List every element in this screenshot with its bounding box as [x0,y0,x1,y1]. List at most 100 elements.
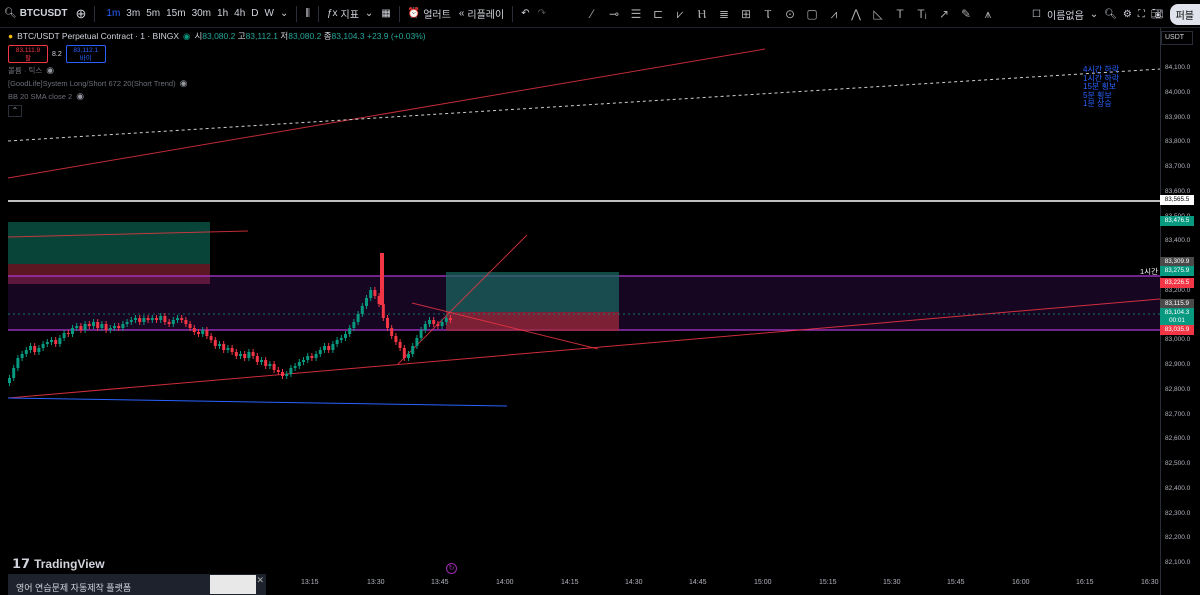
candle-body [66,333,70,334]
open-value: 83,080.2 [202,31,236,41]
price-label: 82,300.0 [1165,509,1191,517]
buy-button[interactable]: 83,112.1 바이 [65,45,106,63]
candle-body [310,356,314,358]
timeframe-1m[interactable]: 1m [106,8,121,19]
fullscreen-icon[interactable]: ⛶ [1137,8,1145,20]
fib-icon[interactable]: Ⲏ [697,6,707,21]
candle-body [29,346,32,350]
timeframe-D[interactable]: D [251,8,259,19]
path-icon[interactable]: ⩘ [830,6,838,21]
chevron-down-icon[interactable]: ⌄ [279,8,289,19]
layout-checkbox-icon[interactable]: ☐ [1032,8,1042,20]
annotation-note[interactable]: 4시간 하락 1시간 하락 15분 횡보 5분 횡보 1분 상승 [1083,65,1119,109]
candle-body [104,324,108,330]
trendline-icon[interactable]: ⁄ [590,7,593,21]
eye-icon[interactable]: ◉ [76,91,85,101]
trendline-upper[interactable] [7,48,766,179]
text-format-icon[interactable]: Tᵢ [917,7,927,21]
candle-body [285,374,289,376]
time-label: 15:45 [947,579,965,586]
undo-button[interactable]: ↶ [521,8,530,19]
timeframe-4h[interactable]: 4h [234,8,246,19]
currency-selector[interactable]: USDT [1161,31,1193,45]
candle-body [314,354,318,358]
rectangle-icon[interactable]: ▢ [806,7,818,21]
trendline-blue[interactable] [7,397,508,407]
circle-icon[interactable]: ⊙ [784,7,796,21]
price-label: 83,800.0 [1165,138,1191,146]
ad-banner[interactable]: 영어 연습문제 자동제작 플랫폼 ✕ [8,574,266,595]
eye-icon[interactable]: ◉ [46,65,55,75]
ray-down[interactable] [411,302,599,350]
candle-body [54,340,58,344]
alert-button[interactable]: ⏰ 얼러트 [404,0,455,28]
pitchfork-icon[interactable]: ⩗ [676,6,684,21]
timeframe-1h[interactable]: 1h [217,8,229,19]
elliott-wave-icon[interactable]: ⩚ [984,6,992,21]
templates-button[interactable]: ▦ [381,8,391,19]
candle-body [260,360,263,362]
layout-name[interactable]: 이름없음 [1047,10,1084,22]
trendline-lower[interactable] [7,298,1160,399]
text-icon[interactable]: T [896,7,904,21]
ray-up[interactable] [397,234,528,365]
indicator-row[interactable]: 볼륨 · 틱스 ◉ [8,65,426,76]
triangle-icon[interactable]: ◺ [873,7,883,21]
camera-icon[interactable]: 📷︎ [1150,8,1164,20]
search-icon[interactable]: 🔍︎ [1104,8,1117,20]
text-tool-icon[interactable]: Ⲧ [764,6,772,21]
chart-legend: ● BTC/USDT Perpetual Contract · 1 · BING… [8,30,426,117]
fib-channel-icon[interactable]: ≣ [718,7,730,21]
zone-top-line[interactable] [7,230,249,238]
candle-body [75,326,79,328]
redo-button[interactable]: ↷ [537,8,546,19]
zone-red-left[interactable] [8,264,210,284]
parallel-channel-icon[interactable]: ☰ [630,7,642,21]
candle-body [197,332,200,334]
trendline-dotted[interactable] [7,68,1160,142]
symbol-search[interactable]: 🔍︎ BTCUSDT [0,0,71,28]
tradingview-logo[interactable]: 𝟭𝟳 TradingView [12,556,105,572]
drawing-tools: ⁄ ⊸ ☰ ⊏ ⩗ Ⲏ ≣ ⊞ Ⲧ ⊙ ▢ ⩘ ⋀ ◺ T Tᵢ ↗ ✎ ⩚ [582,0,998,28]
sell-button[interactable]: 83,111.9 팔 [8,45,48,63]
regression-icon[interactable]: ⊏ [652,7,664,21]
pattern-icon[interactable]: ⋀ [851,7,861,21]
eye-icon[interactable]: ◉ [179,78,188,88]
publish-button[interactable]: 퍼블 [1169,3,1200,25]
settings-icon[interactable]: ⚙ [1122,8,1132,20]
indicator-row[interactable]: [GoodLife]System Long/Short 672 20(Short… [8,78,426,89]
replay-button[interactable]: «리플레이 [455,0,508,28]
ad-text: 영어 연습문제 자동제작 플랫폼 [16,583,132,593]
replay-marker-icon[interactable]: ↻ [446,563,457,574]
indicators-button[interactable]: ƒx 지표 ⌄ [323,0,377,28]
arrow-icon[interactable]: ↗ [938,7,950,21]
timeframe-15m[interactable]: 15m [166,8,186,19]
candle-body [323,346,326,350]
timeframe-5m[interactable]: 5m [146,8,161,19]
gann-icon[interactable]: ⊞ [740,7,752,21]
timeframe-3m[interactable]: 3m [126,8,141,19]
timeframe-30m[interactable]: 30m [191,8,212,19]
symbol-title[interactable]: BTC/USDT Perpetual Contract · 1 · BINGX [17,31,180,41]
price-tag: 83,476.5 [1160,216,1194,226]
chevron-down-icon[interactable]: ⌄ [1089,8,1099,20]
horizontal-ray-icon[interactable]: ⊸ [608,7,620,21]
sell-label: 팔 [25,55,31,62]
close-icon[interactable]: ✕ [256,575,264,585]
position-loss-zone[interactable] [446,312,619,331]
collapse-legend-icon[interactable]: ⌃ [8,105,22,117]
indicator-row[interactable]: BB 20 SMA close 2 ◉ [8,91,426,102]
chart-type-button[interactable]: ⫼ [305,8,310,19]
price-tag: 83,226.5 [1160,278,1194,288]
tradingview-text: TradingView [34,557,105,571]
price-label: 83,700.0 [1165,163,1191,170]
price-chart[interactable] [0,28,1160,595]
brush-icon[interactable]: ✎ [960,7,972,21]
position-profit-zone[interactable] [446,272,619,312]
close-label: 종 [323,31,332,41]
compare-add-icon[interactable]: ⊕ [75,5,87,21]
replay-icon: « [458,8,465,19]
candle-body [12,368,16,378]
zone-green-left[interactable] [8,222,210,264]
timeframe-W[interactable]: W [264,8,274,19]
